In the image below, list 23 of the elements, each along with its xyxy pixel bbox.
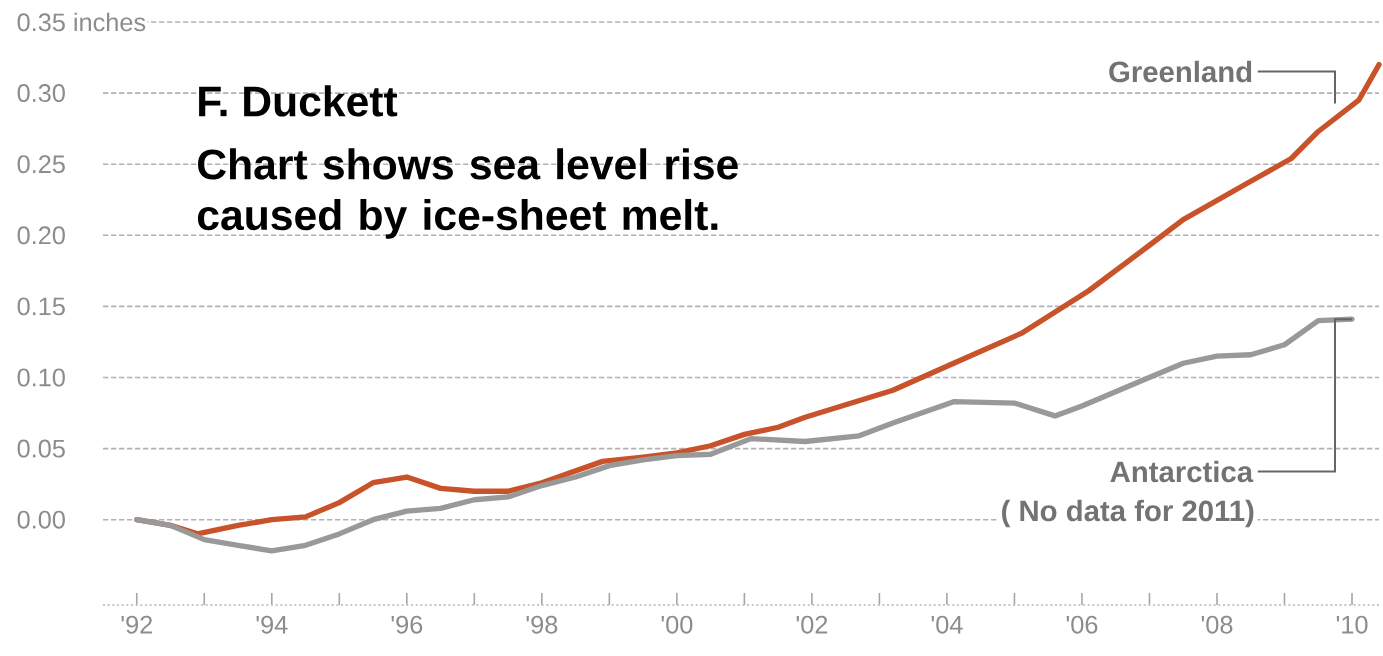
y-tick-label: 0.35 inches <box>17 12 146 32</box>
y-tick-label: 0.10 <box>17 368 65 387</box>
x-tick-label: '92 <box>121 615 152 634</box>
text: Antarctica <box>1110 460 1254 483</box>
y-tick-label: 0.25 <box>17 155 65 174</box>
x-tick-label: '98 <box>526 615 558 634</box>
x-tick-label: '00 <box>661 615 693 634</box>
y-tick-label: 0.20 <box>17 226 65 245</box>
annotation: F. Duckett <box>199 85 398 117</box>
x-tick-label: '08 <box>1201 615 1233 634</box>
y-tick-label: 0.05 <box>17 439 65 458</box>
x-tick-label: '04 <box>931 615 963 634</box>
text: Greenland <box>1109 60 1252 83</box>
x-tick-label: '10 <box>1336 615 1368 634</box>
x-tick-label: '06 <box>1066 615 1098 634</box>
annotation: Chart shows sea level rise caused by ice-sheet melt. <box>197 148 738 239</box>
x-tick-label: '02 <box>796 615 828 634</box>
annotation: ( No data for 2011) <box>1002 499 1254 528</box>
x-tick-label: '94 <box>256 615 288 634</box>
y-tick-label: 0.00 <box>17 510 65 529</box>
y-tick-label: 0.15 <box>17 297 65 316</box>
y-tick-label: 0.30 <box>17 84 65 103</box>
x-tick-label: '96 <box>391 615 423 634</box>
